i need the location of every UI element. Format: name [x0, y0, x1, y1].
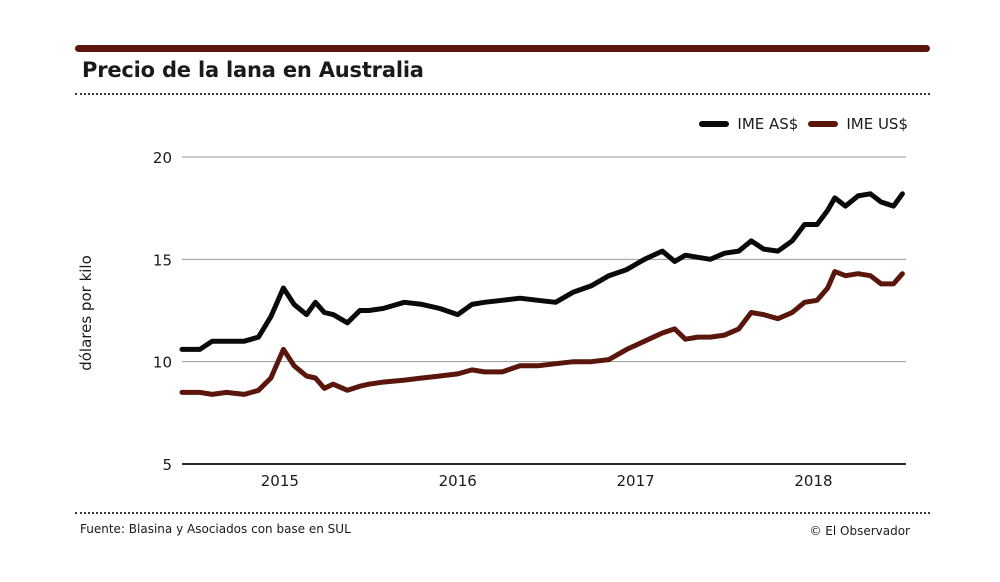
series-line-ime-us — [179, 269, 905, 397]
y-tick-label-10: 10 — [153, 354, 172, 372]
source-note: Fuente: Blasina y Asociados con base en … — [80, 522, 351, 536]
x-tick-label-2015: 2015 — [261, 472, 299, 490]
legend-item-ime-as: IME AS$ — [699, 115, 798, 133]
legend-item-ime-us: IME US$ — [808, 115, 908, 133]
legend-label-ime-us: IME US$ — [846, 115, 908, 133]
y-tick-label-15: 15 — [153, 251, 172, 269]
x-tick-label-2016: 2016 — [439, 472, 477, 490]
chart-title: Precio de la lana en Australia — [82, 58, 424, 82]
y-tick-label-20: 20 — [153, 149, 172, 167]
y-tick-label-5: 5 — [162, 456, 172, 474]
series-line-ime-as — [179, 191, 905, 352]
x-tick-label-2018: 2018 — [794, 472, 832, 490]
legend: IME AS$ IME US$ — [699, 115, 908, 133]
x-tick-label-2017: 2017 — [617, 472, 655, 490]
legend-label-ime-as: IME AS$ — [737, 115, 799, 133]
title-divider — [75, 93, 930, 95]
legend-swatch-ime-us — [808, 121, 839, 127]
top-rule — [75, 45, 930, 52]
legend-swatch-ime-as — [699, 121, 730, 127]
credit-note: © El Observador — [809, 524, 910, 538]
footer-divider — [75, 512, 930, 514]
